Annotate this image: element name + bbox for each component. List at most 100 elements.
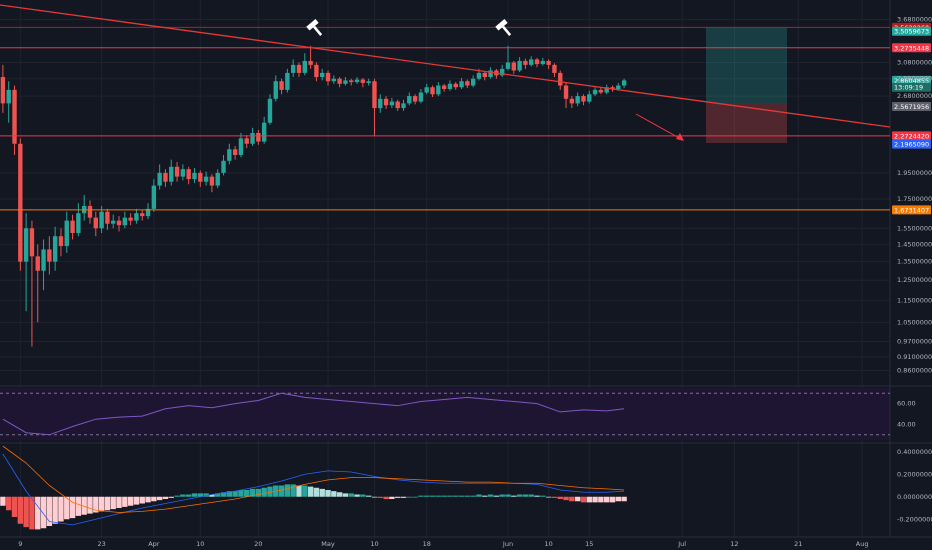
macd-histogram-bar (447, 495, 453, 497)
y-tick-label: 1.0500000 (897, 318, 932, 326)
candle-body (372, 81, 377, 109)
macd-histogram-bar (313, 487, 320, 497)
macd-histogram-bar (139, 496, 145, 504)
macd-line (2, 453, 625, 526)
y-tick-label: 3.6800000 (897, 16, 932, 24)
candle-body (64, 220, 69, 247)
y-tick-label: 1.9500000 (897, 169, 932, 177)
macd-histogram-bar (162, 496, 169, 499)
macd-histogram-bar (197, 493, 203, 497)
candle-body (569, 98, 575, 104)
macd-histogram-bar (487, 494, 494, 497)
candle-body (105, 211, 110, 224)
candle-body (401, 103, 406, 109)
candle-body (552, 64, 557, 73)
macd-histogram-bar (174, 495, 180, 497)
candle-body (482, 72, 487, 78)
arrow-head (676, 133, 684, 141)
candle-body (180, 169, 186, 177)
y-tick-label: 0.9100000 (897, 353, 932, 361)
candle-body (140, 213, 145, 217)
macd-histogram-bar (0, 496, 6, 506)
candle-body (76, 213, 81, 234)
macd-histogram-bar (209, 494, 215, 497)
macd-histogram-bar (592, 496, 598, 503)
candle-body (598, 89, 604, 93)
price-tag-label: 3.5059673 (894, 28, 929, 36)
macd-histogram-bar (528, 494, 534, 497)
macd-histogram-bar (249, 488, 256, 497)
macd-histogram-bar (110, 496, 116, 510)
price-tag (892, 139, 931, 149)
x-tick-label: Aug (856, 540, 869, 548)
candle-body (221, 160, 226, 173)
candle-body (441, 85, 447, 89)
candle-body (209, 176, 215, 186)
macd-tick-label: -0.2000000 (897, 515, 932, 523)
x-tick-label: May (321, 540, 335, 548)
candle-body (116, 220, 122, 226)
rsi-pane (0, 388, 890, 440)
candle-body (517, 60, 522, 71)
price-tag-label: 3.2735448 (894, 44, 929, 52)
candle-body (378, 98, 383, 109)
candle-body (331, 78, 337, 82)
macd-histogram-bar (545, 496, 552, 498)
macd-histogram-bar (331, 491, 337, 497)
macd-histogram-bar (116, 496, 122, 508)
macd-histogram-bar (17, 496, 24, 524)
macd-histogram-bar (499, 494, 505, 497)
candle-body (203, 176, 209, 182)
macd-histogram-bar (574, 496, 581, 502)
candle-body (470, 78, 476, 86)
x-tick-label: 23 (97, 540, 105, 548)
macd-histogram-bar (511, 495, 517, 497)
candle-body (349, 80, 354, 83)
candle-body (354, 79, 360, 83)
candle-body (360, 79, 366, 83)
candle-body (12, 89, 17, 144)
x-tick-label: 10 (370, 540, 378, 548)
macd-histogram-bar (307, 486, 314, 497)
macd-histogram-bar (354, 494, 360, 497)
macd-histogram-bar (412, 496, 418, 498)
macd-histogram-bar (226, 491, 233, 497)
macd-histogram-bar (325, 490, 331, 497)
x-tick-label: 9 (18, 540, 22, 548)
candle-body (430, 87, 435, 95)
macd-histogram-bar (255, 488, 262, 497)
candle-body (436, 85, 441, 95)
y-tick-label: 0.9700000 (897, 337, 932, 345)
macd-histogram-bar (598, 496, 604, 503)
candle-body (558, 72, 563, 86)
candle-body (302, 60, 307, 73)
macd-histogram-bar (534, 495, 540, 497)
x-tick-label: 15 (585, 540, 593, 548)
macd-histogram-bar (476, 494, 482, 497)
macd-histogram-bar (220, 492, 227, 497)
macd-histogram-bar (348, 493, 354, 497)
candle-body (93, 217, 98, 229)
y-tick-label: 0.8600000 (897, 367, 932, 375)
candle-body (343, 80, 348, 84)
candle-body (99, 211, 104, 229)
candle-body (23, 228, 29, 262)
macd-histogram-bar (180, 494, 186, 497)
x-tick-label: 20 (254, 540, 262, 548)
candle-body (18, 143, 23, 262)
candle-body (418, 92, 424, 102)
candle-body (47, 249, 52, 262)
macd-histogram-bar (145, 496, 151, 503)
candle-body (453, 83, 458, 88)
candle-body (424, 87, 429, 93)
macd-histogram-bar (87, 496, 93, 514)
candle-body (157, 172, 162, 186)
candle-body (0, 77, 6, 104)
candle-body (6, 89, 11, 104)
macd-histogram-bar (151, 496, 157, 502)
candle-body (465, 81, 470, 86)
x-tick-label: Jun (502, 540, 513, 548)
price-tag-label: 2.8604855 (894, 77, 929, 85)
macd-tick-label: 0.4000000 (897, 448, 932, 456)
